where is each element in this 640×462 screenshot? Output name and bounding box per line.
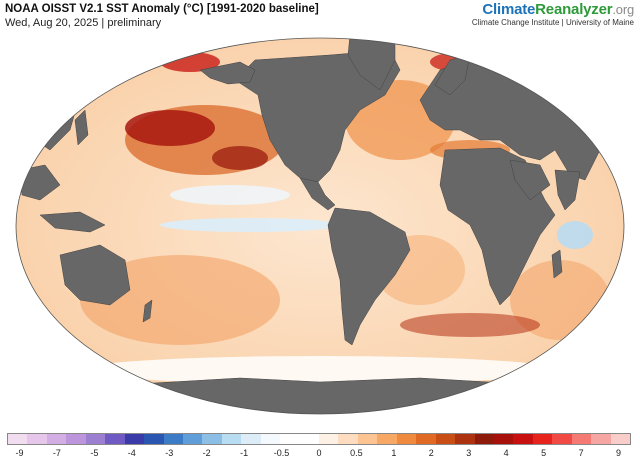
- antarctica: [16, 377, 624, 414]
- legend-swatch: [182, 434, 203, 444]
- central-america: [299, 177, 336, 211]
- legend-swatch: [435, 434, 456, 444]
- legend-swatch: [8, 434, 28, 444]
- legend-swatch: [144, 434, 164, 444]
- new-zealand: [142, 299, 153, 323]
- legend-swatch: [338, 434, 358, 444]
- cool-anomaly-southern-ocean: [80, 356, 560, 384]
- legend-swatch: [455, 434, 475, 444]
- legend-tick-label: -9: [15, 448, 24, 458]
- brand-credit: Climate Change Institute | University of…: [471, 18, 634, 27]
- legend-swatch: [202, 434, 222, 444]
- hot-anomaly-east-pacific: [212, 146, 268, 170]
- scandinavia: [434, 54, 471, 96]
- cool-anomaly-tropical-pacific: [170, 185, 290, 205]
- legend-swatch: [46, 434, 67, 444]
- legend-swatch: [571, 434, 592, 444]
- legend-tick-label: -7: [52, 448, 61, 458]
- greenland: [347, 38, 396, 91]
- japan: [74, 109, 89, 146]
- legend-tick-label: -1: [240, 448, 249, 458]
- legend-tick-label: 2: [428, 448, 434, 458]
- legend-swatch: [610, 434, 630, 444]
- madagascar: [551, 249, 563, 279]
- legend-tick-label: 1: [391, 448, 397, 458]
- brand-logo: ClimateReanalyzer.org: [482, 1, 634, 18]
- globe-outline: [15, 37, 625, 415]
- legend-tick-label: -5: [90, 448, 99, 458]
- legend-swatch: [532, 434, 553, 444]
- arabia: [509, 159, 551, 201]
- australia: [59, 244, 131, 306]
- legend-swatch: [85, 434, 106, 444]
- legend-swatch: [396, 434, 417, 444]
- map-subtitle: Wed, Aug 20, 2025 | preliminary: [5, 17, 162, 29]
- cool-anomaly-equatorial-pacific: [160, 218, 340, 232]
- legend-tick-label: 4: [503, 448, 509, 458]
- brand-name-part2: Reanalyzer: [535, 1, 613, 18]
- legend-tick-label: 3: [466, 448, 472, 458]
- legend-swatch: [357, 434, 378, 444]
- legend-swatch: [105, 434, 125, 444]
- legend-tick-label: -2: [202, 448, 211, 458]
- north-america: [234, 49, 401, 183]
- legend-tick-label: 5: [541, 448, 547, 458]
- legend-tick-label: 7: [578, 448, 584, 458]
- legend-swatch: [474, 434, 494, 444]
- legend-tick-label: -4: [127, 448, 136, 458]
- warm-anomaly-southern-ocean: [400, 313, 540, 337]
- legend-swatch: [27, 434, 47, 444]
- legend-swatch: [299, 434, 319, 444]
- brand-name-part3: .org: [612, 2, 634, 17]
- legend-swatch: [377, 434, 397, 444]
- legend-swatch: [260, 434, 281, 444]
- brand-name-part1: Climate: [482, 1, 536, 18]
- legend-swatch: [124, 434, 145, 444]
- hot-anomaly-north-pacific-core: [125, 110, 215, 146]
- legend-tick-label: 9: [616, 448, 622, 458]
- legend-swatch: [319, 434, 339, 444]
- legend-tick-label: -0.5: [273, 448, 290, 458]
- cool-anomaly-indian: [557, 221, 593, 249]
- south-america: [327, 207, 411, 346]
- map-title: NOAA OISST V2.1 SST Anomaly (°C) [1991-2…: [5, 3, 319, 15]
- alaska: [199, 61, 256, 85]
- legend-swatch: [221, 434, 242, 444]
- india: [554, 169, 581, 211]
- legend-swatch: [66, 434, 86, 444]
- legend-swatch: [163, 434, 183, 444]
- legend-swatch: [493, 434, 514, 444]
- legend-swatch: [513, 434, 533, 444]
- legend-tick-label: 0.5: [350, 448, 363, 458]
- legend-swatch: [280, 434, 300, 444]
- warm-anomaly-south-pacific: [80, 255, 280, 345]
- legend-swatch: [416, 434, 436, 444]
- legend-tick-label: 0: [316, 448, 322, 458]
- legend-ticks: -9 -7 -5 -4 -3 -2 -1 -0.5 0 0.5 1 2 3 4 5 7 9: [7, 448, 631, 460]
- legend-colorbar: [7, 433, 631, 445]
- legend-tick-label: -3: [165, 448, 174, 458]
- indonesia: [39, 211, 106, 233]
- legend-swatch: [591, 434, 611, 444]
- legend-swatch: [552, 434, 572, 444]
- legend-swatch: [241, 434, 261, 444]
